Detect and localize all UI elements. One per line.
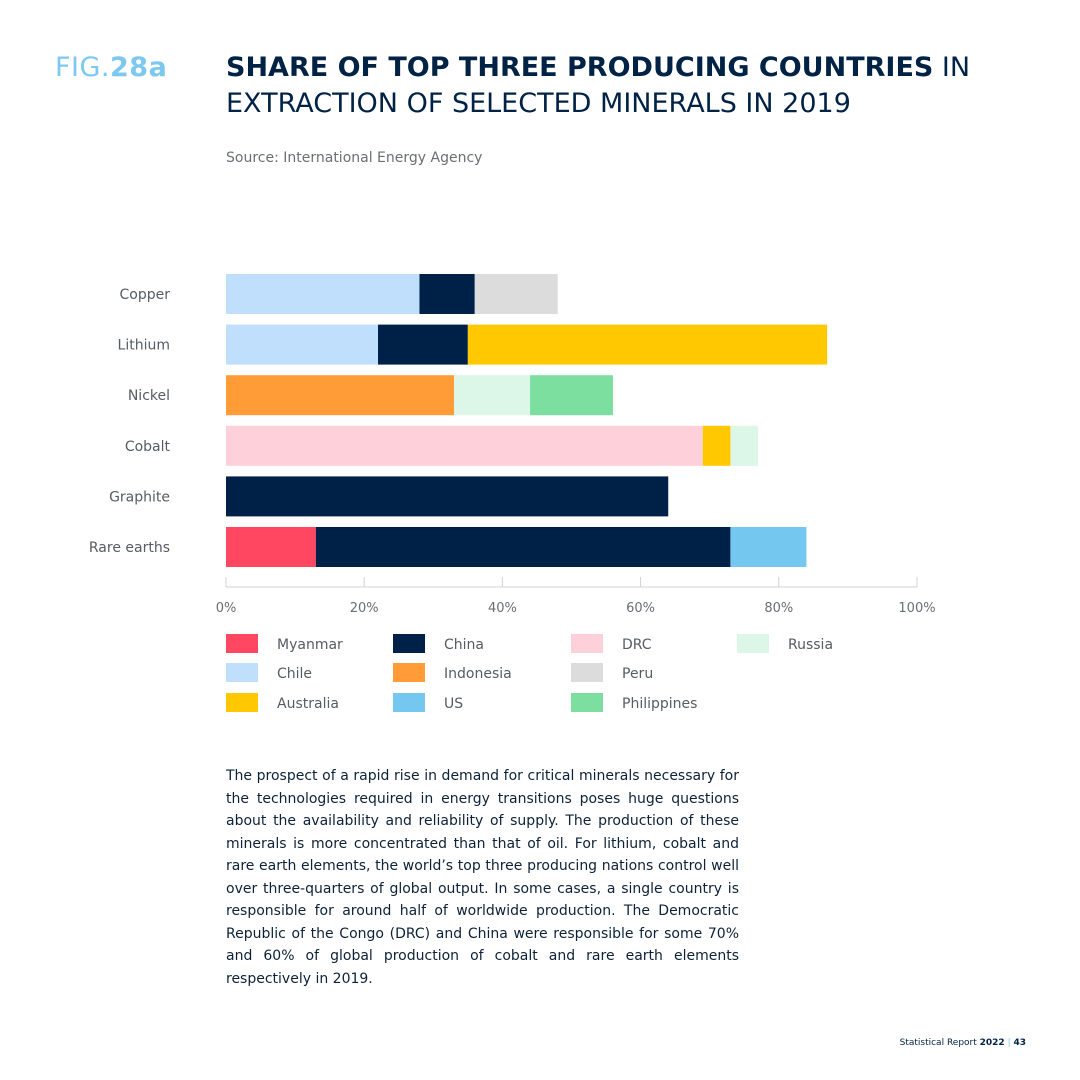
figure-prefix: FIG. xyxy=(55,52,110,83)
category-label-rare-earths: Rare earths xyxy=(89,540,170,556)
legend-swatch-myanmar xyxy=(226,634,258,653)
body-paragraph: The prospect of a rapid rise in demand f… xyxy=(226,768,739,987)
page-footer: Statistical Report 2022 | 43 xyxy=(900,1038,1026,1048)
bar-lithium-china xyxy=(378,324,468,365)
bar-nickel-philippines xyxy=(530,375,613,416)
legend-label-china: China xyxy=(444,637,484,653)
bar-cobalt-australia xyxy=(702,425,731,466)
category-label-lithium: Lithium xyxy=(118,338,170,354)
figure-number: 28a xyxy=(110,52,168,83)
bar-nickel-russia xyxy=(454,375,531,416)
legend-swatch-us xyxy=(393,693,425,712)
legend-label-philippines: Philippines xyxy=(622,696,697,712)
bar-rare-earths-myanmar xyxy=(226,527,316,567)
bar-lithium-australia xyxy=(467,324,828,365)
footer-separator: | xyxy=(1004,1038,1014,1048)
legend-swatch-philippines xyxy=(571,693,603,712)
bar-rare-earths-china xyxy=(315,527,731,567)
x-tick-label-5: 100% xyxy=(898,601,935,616)
x-tick-label-0: 0% xyxy=(216,601,237,616)
legend-swatch-chile xyxy=(226,663,258,682)
legend-label-indonesia: Indonesia xyxy=(444,666,512,682)
legend-swatch-peru xyxy=(571,663,603,682)
footer-report: Statistical Report xyxy=(899,1038,980,1048)
legend-swatch-australia xyxy=(226,693,258,712)
x-tick-label-2: 40% xyxy=(488,601,517,616)
figure-label: FIG.28a xyxy=(55,52,167,83)
chart-title: SHARE OF TOP THREE PRODUCING COUNTRIES I… xyxy=(226,50,986,122)
legend-label-us: US xyxy=(444,696,463,712)
legend-label-peru: Peru xyxy=(622,666,653,682)
legend-label-chile: Chile xyxy=(277,666,312,682)
bar-copper-peru xyxy=(474,274,558,314)
bar-copper-china xyxy=(419,274,475,314)
x-tick-label-4: 80% xyxy=(764,601,793,616)
legend-label-russia: Russia xyxy=(788,637,833,653)
source-note: Source: International Energy Agency xyxy=(226,150,483,166)
footer-year: 2022 xyxy=(979,1038,1005,1048)
chart-title-bold: SHARE OF TOP THREE PRODUCING COUNTRIES xyxy=(226,52,934,83)
legend-swatch-china xyxy=(393,634,425,653)
bar-cobalt-russia xyxy=(730,425,759,466)
chart-title-rest: IN EXTRACTION OF SELECTED MINERALS IN 20… xyxy=(226,52,971,119)
category-label-graphite: Graphite xyxy=(109,489,170,505)
category-label-cobalt: Cobalt xyxy=(125,439,171,455)
category-label-nickel: Nickel xyxy=(128,388,170,404)
x-tick-label-3: 60% xyxy=(626,601,655,616)
legend-label-myanmar: Myanmar xyxy=(277,637,343,653)
legend-swatch-indonesia xyxy=(393,663,425,682)
bar-graphite-china xyxy=(226,476,669,517)
bar-nickel-indonesia xyxy=(226,375,455,416)
legend-label-drc: DRC xyxy=(622,637,652,653)
x-tick-label-1: 20% xyxy=(350,601,379,616)
category-label-copper: Copper xyxy=(120,287,171,303)
bar-lithium-chile xyxy=(226,324,379,365)
bar-copper-chile xyxy=(226,274,420,314)
legend-swatch-russia xyxy=(737,634,769,653)
bar-rare-earths-us xyxy=(730,527,807,567)
legend-label-australia: Australia xyxy=(277,696,339,712)
footer-page-number: 43 xyxy=(1013,1038,1026,1048)
legend-swatch-drc xyxy=(571,634,603,653)
bar-cobalt-drc xyxy=(226,425,703,466)
